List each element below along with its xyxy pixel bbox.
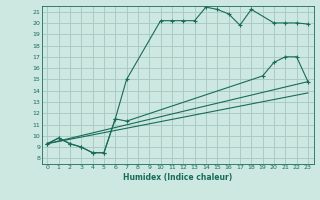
X-axis label: Humidex (Indice chaleur): Humidex (Indice chaleur) — [123, 173, 232, 182]
